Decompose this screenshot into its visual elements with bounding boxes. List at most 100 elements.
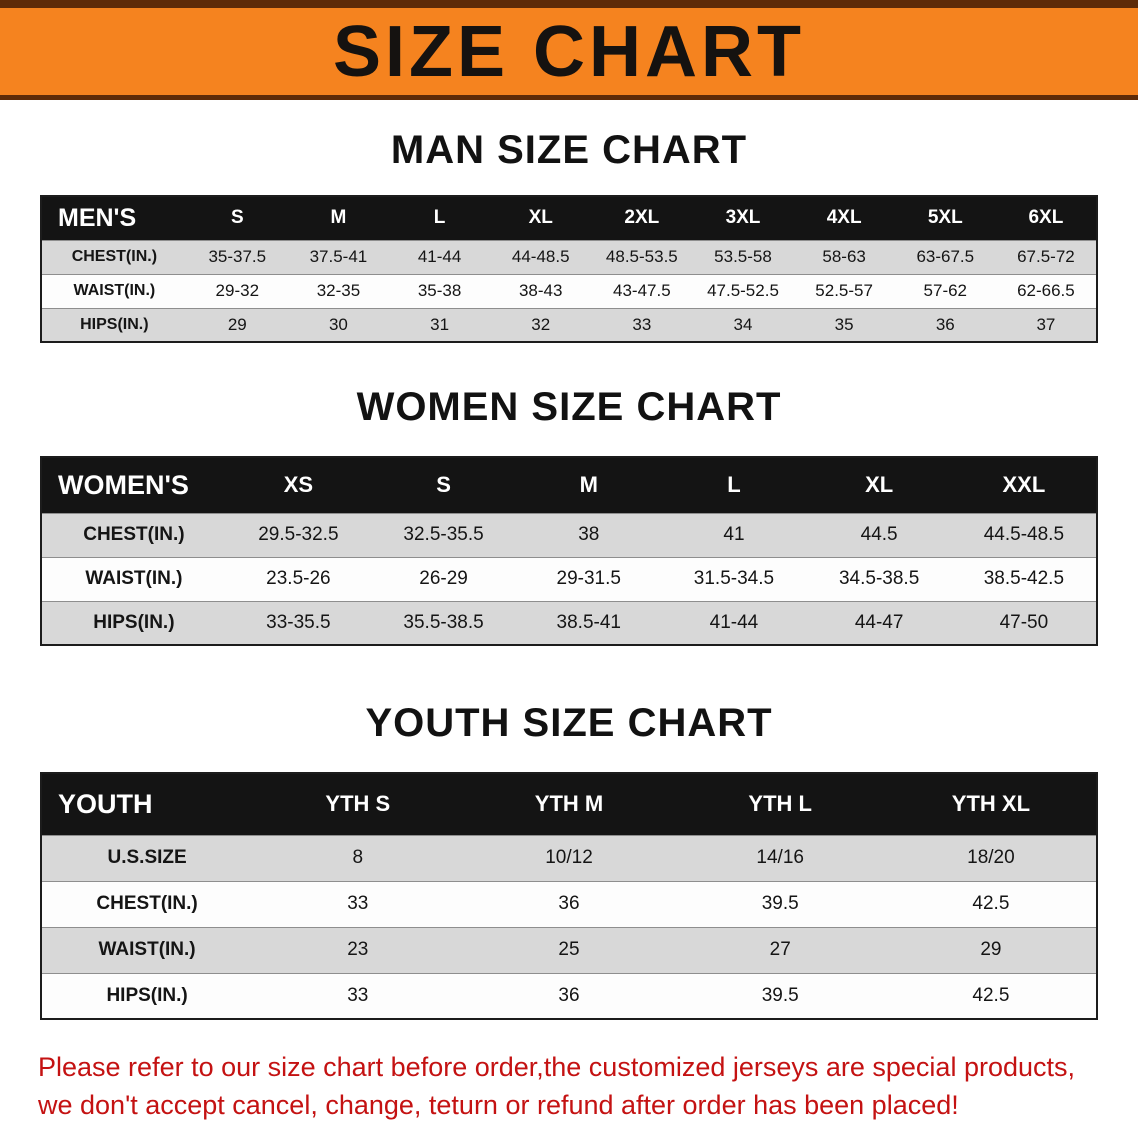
measurement-row: CHEST(IN.) 35-37.5 37.5-41 41-44 44-48.5 48.5… xyxy=(41,240,1097,274)
measurement-value: 35-37.5 xyxy=(208,247,267,266)
measurement-value: 36 xyxy=(558,984,580,1006)
measurement-label: WAIST(IN.) xyxy=(85,568,183,589)
order-notice-line-1: Please refer to our size chart before or… xyxy=(38,1052,1076,1082)
measurement-value: 27 xyxy=(769,939,791,960)
size-column-header: XL xyxy=(490,196,592,240)
measurement-value: 41-44 xyxy=(417,247,462,266)
measurement-label: HIPS(IN.) xyxy=(93,611,175,633)
measurement-value: 31.5-34.5 xyxy=(693,568,775,589)
measurement-value: 36 xyxy=(935,314,955,334)
measurement-value: 34.5-38.5 xyxy=(838,568,920,589)
measurement-value: 39.5 xyxy=(761,984,799,1006)
size-column-header: S xyxy=(186,196,288,240)
measurement-value: 37 xyxy=(1036,314,1056,334)
measurement-value: 31 xyxy=(430,314,450,334)
size-column-header: YTH S xyxy=(252,773,464,835)
banner: SIZE CHART xyxy=(0,0,1138,100)
size-column-header: XXL xyxy=(951,457,1097,513)
size-column-header: S xyxy=(370,457,517,513)
page-title: SIZE CHART xyxy=(333,11,805,92)
size-column-header: M xyxy=(287,196,389,240)
measurement-row: WAIST(IN.) 23 25 27 29 xyxy=(41,927,1097,973)
size-column-header: 2XL xyxy=(591,196,693,240)
measurement-value: 43-47.5 xyxy=(613,281,671,300)
measurement-value: 30 xyxy=(328,314,348,334)
measurement-row: HIPS(IN.) 33 36 39.5 42.5 xyxy=(41,973,1097,1019)
measurement-row: U.S.SIZE 8 10/12 14/16 18/20 xyxy=(41,835,1097,881)
measurement-label: CHEST(IN.) xyxy=(96,893,198,914)
measurement-value: 25 xyxy=(558,939,580,960)
measurement-value: 23.5-26 xyxy=(266,568,331,589)
measurement-value: 44.5-48.5 xyxy=(983,524,1065,545)
measurement-row: WAIST(IN.) 23.5-26 26-29 29-31.5 31.5-34.5 34… xyxy=(41,557,1097,601)
size-column-header: L xyxy=(389,196,491,240)
measurement-value: 44-48.5 xyxy=(511,247,570,266)
measurement-value: 29-31.5 xyxy=(556,568,621,589)
measurement-value: 42.5 xyxy=(972,893,1010,914)
table-header-row: MEN'S S M L XL 2XL 3XL 4XL 5XL 6XL xyxy=(41,196,1097,240)
measurement-label: HIPS(IN.) xyxy=(106,984,188,1006)
measurement-value: 41-44 xyxy=(709,611,759,633)
measurement-value: 42.5 xyxy=(972,984,1010,1006)
size-column-header: XS xyxy=(225,457,371,513)
measurement-value: 34 xyxy=(733,314,753,334)
measurement-value: 26-29 xyxy=(419,568,468,589)
size-column-header: XL xyxy=(806,457,952,513)
measurement-label: WAIST(IN.) xyxy=(98,939,196,960)
measurement-value: 35 xyxy=(834,314,854,334)
measurement-value: 38.5-41 xyxy=(556,611,621,633)
section-men: MAN SIZE CHART MEN'S S M L XL 2XL 3XL 4XL 5XL 6XL… xyxy=(0,128,1138,343)
measurement-label: U.S.SIZE xyxy=(107,847,187,868)
measurement-value: 48.5-53.5 xyxy=(605,247,678,266)
youth-size-table: YOUTH YTH S YTH M YTH L YTH XL U.S.SIZE 8 10/12… xyxy=(40,772,1098,1020)
youth-size-chart-heading: YOUTH SIZE CHART xyxy=(365,701,773,745)
size-column-header: L xyxy=(661,457,807,513)
table-header-row: WOMEN'S XS S M L XL XXL xyxy=(41,457,1097,513)
measurement-value: 32.5-35.5 xyxy=(403,524,484,545)
measurement-value: 67.5-72 xyxy=(1017,247,1075,266)
measurement-value: 62-66.5 xyxy=(1017,281,1075,300)
measurement-value: 29 xyxy=(980,939,1002,960)
measurement-value: 38-43 xyxy=(518,281,563,300)
measurement-value: 37.5-41 xyxy=(309,247,368,266)
table-header-row: YOUTH YTH S YTH M YTH L YTH XL xyxy=(41,773,1097,835)
measurement-row: CHEST(IN.) 33 36 39.5 42.5 xyxy=(41,881,1097,927)
men-size-chart-heading: MAN SIZE CHART xyxy=(390,128,748,172)
measurement-row: WAIST(IN.) 29-32 32-35 35-38 38-43 43-47.5 47.… xyxy=(41,274,1097,308)
measurement-value: 33 xyxy=(632,314,652,334)
measurement-row: CHEST(IN.) 29.5-32.5 32.5-35.5 38 41 44.5 44.5… xyxy=(41,513,1097,557)
size-column-header: M xyxy=(516,457,662,513)
measurement-label: HIPS(IN.) xyxy=(80,315,149,333)
measurement-value: 39.5 xyxy=(761,893,799,914)
measurement-value: 44-47 xyxy=(854,611,904,633)
measurement-value: 33-35.5 xyxy=(266,611,331,633)
measurement-value: 57-62 xyxy=(923,281,968,300)
measurement-value: 14/16 xyxy=(756,847,804,868)
measurement-value: 35-38 xyxy=(417,281,462,300)
women-size-chart-heading: WOMEN SIZE CHART xyxy=(356,385,782,429)
measurement-value: 35.5-38.5 xyxy=(403,611,484,633)
size-column-header: 3XL xyxy=(692,196,794,240)
measurement-value: 58-63 xyxy=(822,247,866,266)
measurement-label: CHEST(IN.) xyxy=(71,248,158,265)
measurement-value: 29.5-32.5 xyxy=(258,524,339,545)
measurement-value: 10/12 xyxy=(545,847,593,868)
measurement-value: 8 xyxy=(352,847,364,868)
size-column-header: YTH XL xyxy=(885,773,1097,835)
measurement-value: 63-67.5 xyxy=(916,247,975,266)
measurement-value: 18/20 xyxy=(967,847,1015,868)
measurement-value: 29-32 xyxy=(215,281,260,300)
measurement-value: 47.5-52.5 xyxy=(707,281,779,300)
size-column-header: 5XL xyxy=(894,196,996,240)
measurement-label: WAIST(IN.) xyxy=(73,282,156,299)
measurement-label: CHEST(IN.) xyxy=(83,524,185,545)
measurement-row: HIPS(IN.) 33-35.5 35.5-38.5 38.5-41 41-44 44-… xyxy=(41,601,1097,645)
measurement-value: 23 xyxy=(347,939,369,960)
measurement-row: HIPS(IN.) 29 30 31 32 33 34 35 36 37 xyxy=(41,308,1097,342)
measurement-value: 33 xyxy=(347,893,369,914)
women-size-table: WOMEN'S XS S M L XL XXL CHEST(IN.) 29.5-32.5 32.5… xyxy=(40,456,1098,646)
size-column-header: YTH L xyxy=(674,773,886,835)
measurement-value: 36 xyxy=(558,893,580,914)
table-corner-label: YOUTH xyxy=(41,773,253,835)
